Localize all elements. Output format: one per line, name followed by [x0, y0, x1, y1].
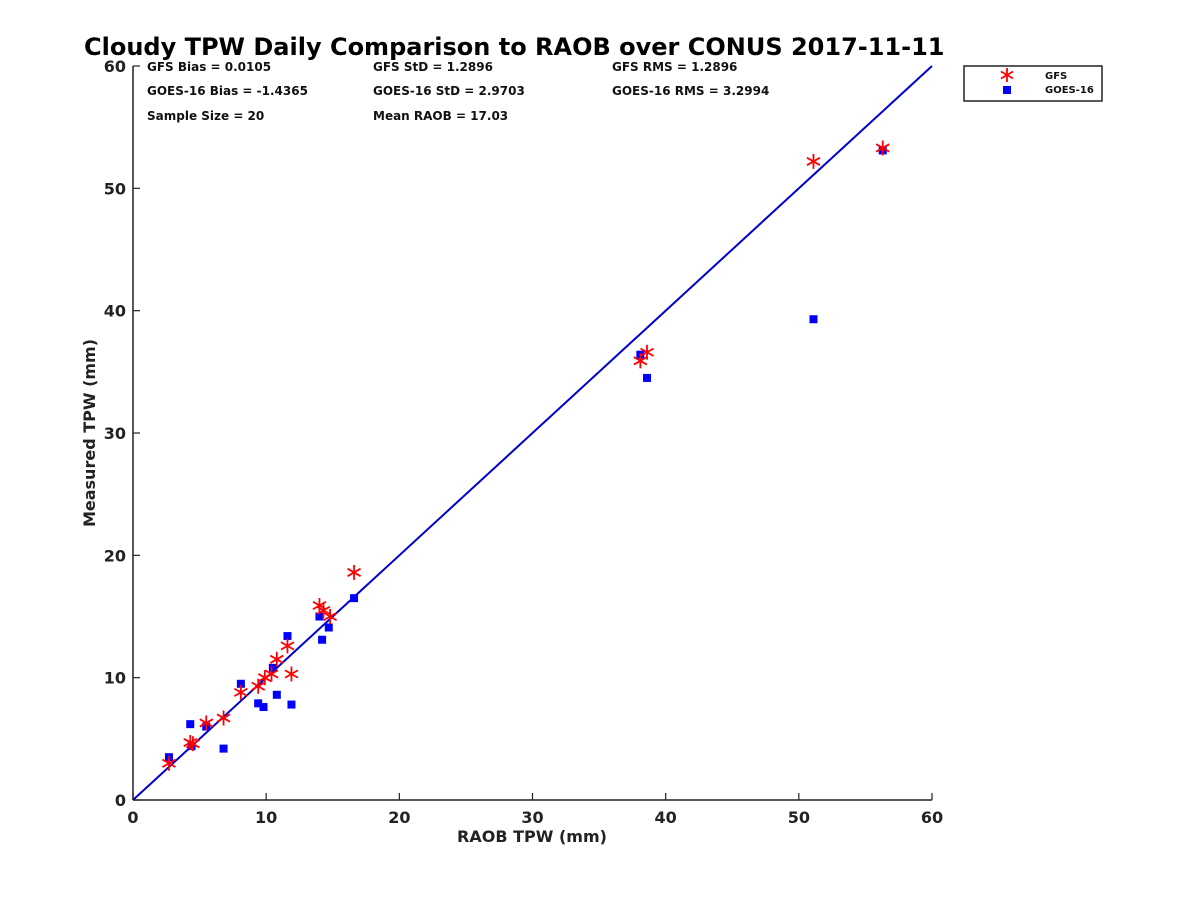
- gfs-point: [875, 140, 890, 156]
- stat-gfs-bias: GFS Bias = 0.0105: [147, 60, 271, 74]
- y-tick-label: 40: [104, 302, 126, 321]
- x-tick-label: 0: [127, 808, 138, 827]
- goes16-point: [287, 700, 296, 709]
- x-tick-label: 10: [255, 808, 277, 827]
- gfs-point: [251, 678, 266, 694]
- y-tick-label: 10: [104, 669, 126, 688]
- markers-group: [161, 140, 890, 771]
- gfs-point: [199, 715, 214, 731]
- stat-goes-rms: GOES-16 RMS = 3.2994: [612, 84, 769, 98]
- goes16-point: [272, 690, 281, 699]
- gfs-point: [806, 153, 821, 169]
- gfs-point: [323, 609, 338, 624]
- y-tick-label: 50: [104, 179, 126, 198]
- gfs-point: [233, 684, 248, 700]
- legend: GFS GOES-16: [963, 65, 1103, 102]
- goes16-point: [350, 594, 359, 603]
- goes16-point: [186, 720, 195, 729]
- stat-goes-std: GOES-16 StD = 2.9703: [373, 84, 525, 98]
- legend-gfs-marker: [1000, 68, 1014, 82]
- chart-title: Cloudy TPW Daily Comparison to RAOB over…: [84, 33, 944, 61]
- legend-gfs-asterisk: [1000, 68, 1014, 82]
- legend-goes-label: GOES-16: [1045, 85, 1094, 96]
- legend-goes-marker: [1003, 86, 1011, 94]
- goes16-point: [187, 742, 196, 751]
- ticks-group: 0 10 20 30 40 50 60 0 10 20 30 40 50 60: [104, 57, 943, 827]
- goes16-point: [254, 699, 263, 708]
- stats-block: GFS Bias = 0.0105 GOES-16 Bias = -1.4365…: [147, 60, 769, 123]
- x-tick-label: 40: [655, 808, 677, 827]
- gfs-point: [216, 710, 231, 726]
- goes16-point: [259, 703, 268, 712]
- gfs-point: [264, 666, 279, 682]
- gfs-point: [640, 344, 654, 360]
- y-tick-label: 20: [104, 546, 126, 565]
- gfs-point: [316, 602, 331, 618]
- y-tick-label: 0: [115, 791, 126, 810]
- x-axis-label: RAOB TPW (mm): [457, 827, 607, 846]
- stat-mean-raob: Mean RAOB = 17.03: [373, 109, 508, 123]
- gfs-point: [161, 755, 176, 771]
- x-tick-label: 30: [521, 808, 543, 827]
- x-tick-label: 50: [788, 808, 810, 827]
- x-tick-label: 20: [388, 808, 410, 827]
- y-tick-label: 30: [104, 424, 126, 443]
- gfs-point: [633, 353, 648, 369]
- goes16-point: [324, 623, 333, 632]
- plot-area: 0 10 20 30 40 50 60 0 10 20 30 40 50 60: [104, 57, 943, 827]
- legend-box: [963, 65, 1103, 102]
- stat-goes-bias: GOES-16 Bias = -1.4365: [147, 84, 308, 98]
- goes16-point: [643, 373, 652, 382]
- stat-sample-size: Sample Size = 20: [147, 109, 264, 123]
- goes16-point: [236, 679, 245, 688]
- goes16-point: [809, 315, 818, 324]
- goes16-point: [318, 635, 327, 644]
- goes16-point: [268, 663, 277, 672]
- gfs-point: [269, 651, 284, 667]
- stat-gfs-std: GFS StD = 1.2896: [373, 60, 493, 74]
- y-tick-label: 60: [104, 57, 126, 76]
- x-tick-label: 60: [921, 808, 943, 827]
- gfs-point: [284, 666, 299, 682]
- legend-gfs-label: GFS: [1045, 71, 1067, 82]
- goes16-point: [283, 632, 292, 641]
- y-axis-label: Measured TPW (mm): [80, 339, 99, 527]
- stat-gfs-rms: GFS RMS = 1.2896: [612, 60, 737, 74]
- goes16-point: [315, 612, 324, 621]
- gfs-point: [280, 638, 295, 654]
- gfs-point: [347, 564, 362, 580]
- gfs-point: [185, 736, 200, 752]
- goes16-point: [219, 744, 228, 753]
